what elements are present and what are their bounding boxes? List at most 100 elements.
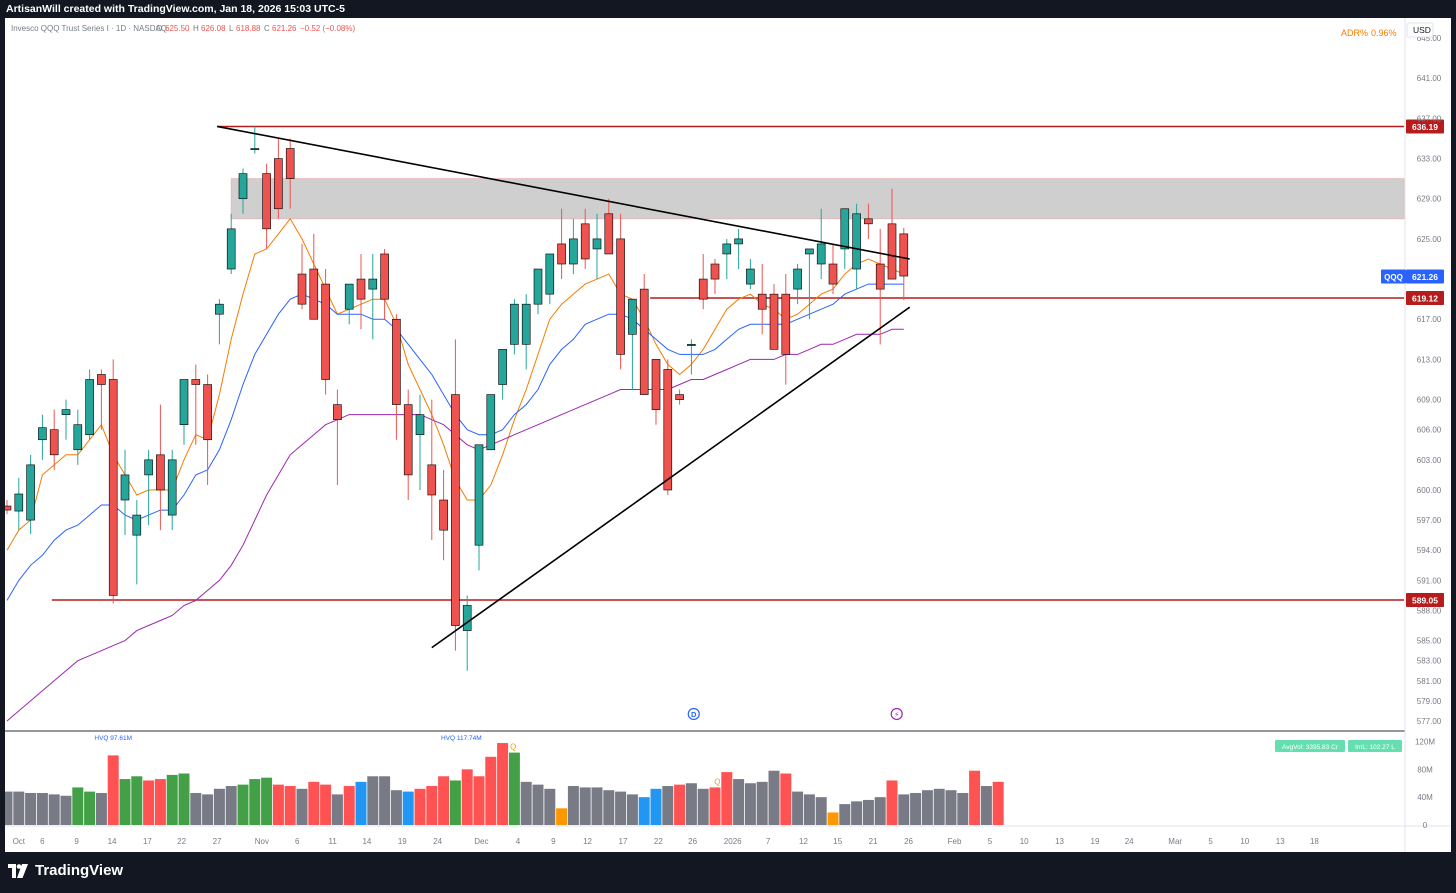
legend-high: 626.08 [201,24,226,33]
volume-bar [296,788,308,825]
candle-body [439,499,448,531]
volume-bar [331,794,343,825]
volume-bar [709,787,721,825]
candle-body [344,283,354,310]
volume-bar [402,791,414,825]
trendline [216,125,910,260]
candle-body [26,464,35,521]
currency-button[interactable] [1406,22,1434,38]
candle-body [97,374,106,385]
volume-bar [379,776,391,825]
price-tick-label: 633.00 [1417,155,1442,164]
candle-body [521,303,531,345]
event-marker-letter: D [691,710,697,719]
trendlines-layer [216,125,911,649]
time-tick-label: 26 [904,837,913,846]
candle-body [746,268,755,285]
candle-body [852,213,861,270]
price-tick-label: 603.00 [1417,456,1442,465]
ima-badge [1348,740,1402,752]
volume-bar [756,781,768,825]
volume-bar [13,791,25,825]
attribution-text: ArtisanWill created with TradingView.com… [6,3,345,15]
volume-bar [674,784,686,825]
candles-layer [5,126,909,671]
volume-bar [261,777,273,825]
time-tick-label: 11 [329,837,338,846]
time-tick-label: 9 [74,837,79,846]
candle-body [592,238,602,250]
time-tick-label: 13 [1055,837,1064,846]
volume-bar [343,786,355,825]
candle-body [85,379,94,436]
volume-bar [107,755,119,825]
volume-bar [355,781,367,825]
price-tick-label: 641.00 [1417,74,1442,83]
candle-body [805,248,814,255]
candle-body [604,213,614,255]
volume-hvq-label: HVQ 117.74M [441,735,482,742]
time-tick-label: 13 [1276,837,1285,846]
volume-bar [520,781,532,825]
candle-body [651,359,661,410]
price-tick-label: 613.00 [1417,355,1442,364]
volume-bar [461,769,473,825]
candle-body [698,278,708,300]
volume-bar [438,776,450,825]
supply-zone-layer [230,178,1405,220]
candle-body [451,394,460,626]
candle-body [380,253,389,300]
price-tick-label: 588.00 [1417,606,1442,615]
ima-badge-text: ImL: 102.27 L [1355,744,1395,751]
volume-bar [131,776,143,825]
candle-body [840,208,850,250]
price-tick-label: 617.00 [1417,315,1442,324]
level-price-label: 619.12 [1412,293,1438,303]
volume-bar [272,784,284,825]
time-tick-label: 6 [295,837,300,846]
price-tick-label: 629.00 [1417,195,1442,204]
price-tick-label: 609.00 [1417,396,1442,405]
candle-body [781,293,791,355]
volume-bar [508,752,520,825]
volume-bar [497,743,509,825]
volume-bar [697,788,709,825]
volume-bar [980,786,992,825]
candle-body [663,369,673,491]
candle-body [628,298,637,335]
volume-bar [213,788,225,825]
volume-hvq-label: HVQ 97.61M [94,735,132,742]
volume-bar [626,794,638,825]
price-tick-label: 637.00 [1417,114,1442,123]
candle-body [675,394,684,400]
candle-body [415,414,425,436]
time-tick-label: 9 [551,837,556,846]
candle-body [887,223,897,280]
event-marker [687,707,700,721]
volume-bar [72,787,84,825]
volume-bar [910,792,922,825]
adr-label: ADR% [1341,28,1368,38]
time-tick-label: 2026 [724,837,742,846]
volume-bar [638,797,650,825]
volume-bar [84,791,96,825]
time-tick-label: 14 [108,837,117,846]
candle-body [262,173,271,230]
price-scale[interactable]: 636.19 619.12 589.05 645.00 641.00 637.00 633.… [1381,34,1444,830]
legend-o-label: O [156,24,162,33]
volume-bar [685,783,697,825]
price-tick-label: 581.00 [1417,677,1442,686]
candle-body [61,409,71,415]
candle-body [828,263,838,285]
time-scale[interactable]: Oct 6 9 14 17 22 27 Nov 6 11 14 19 24 Dec 4 9 12 17 22 26 20… [13,837,1320,846]
volume-bar [367,776,379,825]
volume-bar [874,797,886,825]
candle-body [309,268,319,320]
candle-body [38,427,47,441]
chart-frame[interactable]: D ⚡ HVQ 97.61M HVQ 117.74M Q Q AvgVol: 3395.8… [5,18,1451,852]
candle-body [734,238,743,245]
candle-body [510,303,519,345]
candle-body [569,238,578,265]
tradingview-brand[interactable]: TradingView [8,862,123,879]
